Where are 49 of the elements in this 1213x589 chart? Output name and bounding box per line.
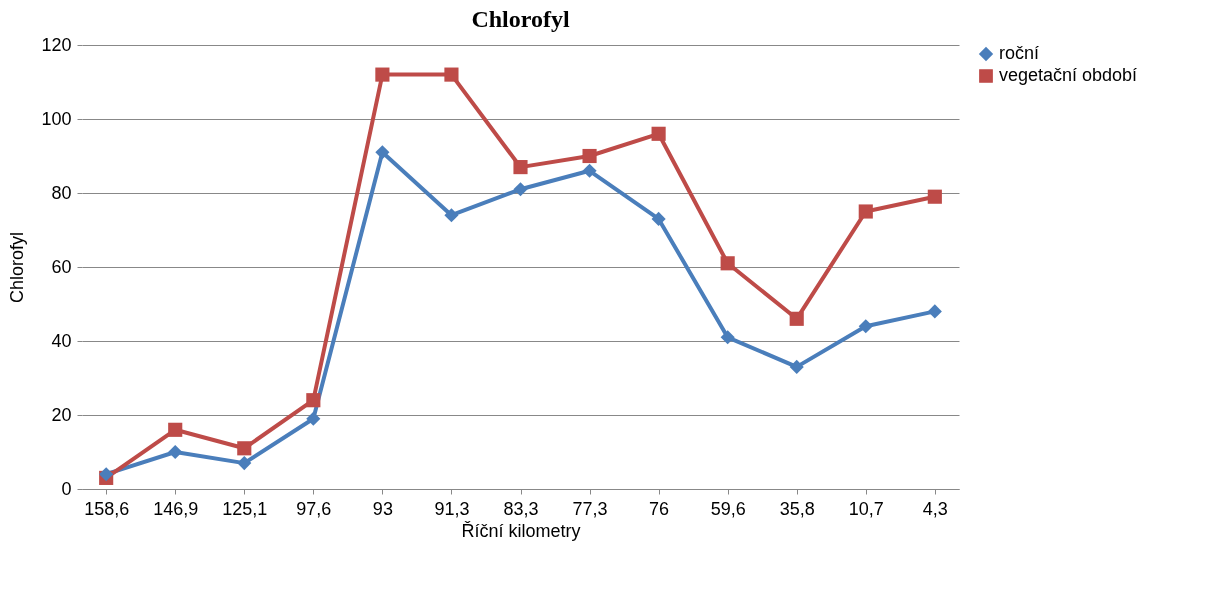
- x-tick-label: 93: [372, 498, 393, 519]
- point: [858, 204, 873, 219]
- point: [858, 319, 873, 334]
- chart-title: Chlorofyl: [471, 6, 570, 32]
- legend-label: roční: [999, 43, 1040, 63]
- y-tick-label: 0: [61, 478, 72, 499]
- y-tick-label: 100: [41, 108, 72, 129]
- point: [306, 393, 321, 408]
- point: [237, 441, 252, 456]
- x-tick-label: 10,7: [848, 498, 884, 519]
- x-tick-label: 146,9: [153, 498, 199, 519]
- point: [237, 456, 252, 471]
- y-tick-label: 80: [51, 182, 72, 203]
- x-axis-title: Říční kilometry: [461, 520, 581, 541]
- x-tick-label: 35,8: [779, 498, 815, 519]
- point: [582, 163, 597, 178]
- point: [513, 160, 528, 175]
- point: [720, 330, 735, 345]
- point: [168, 444, 183, 460]
- x-tick-label: 158,6: [84, 498, 130, 519]
- x-tick-label: 77,3: [572, 498, 608, 519]
- point: [375, 67, 390, 82]
- x-tick-label: 125,1: [222, 498, 268, 519]
- point: [375, 145, 390, 160]
- y-tick-label: 20: [51, 404, 72, 425]
- x-tick-label: 4,3: [922, 498, 948, 519]
- point: [927, 304, 942, 319]
- point: [651, 126, 666, 141]
- point: [720, 256, 735, 271]
- point: [651, 211, 666, 226]
- point: [444, 208, 459, 223]
- point: [513, 182, 528, 197]
- x-tick-label: 76: [649, 498, 670, 519]
- y-tick-label: 60: [51, 256, 72, 277]
- point: [444, 67, 459, 82]
- x-tick-label: 97,6: [296, 498, 332, 519]
- point: [306, 411, 321, 426]
- point: [789, 311, 804, 326]
- x-tick-label: 83,3: [503, 498, 539, 519]
- y-tick-label: 120: [41, 34, 72, 55]
- point: [582, 148, 597, 164]
- y-axis-title: Chlorofyl: [7, 231, 28, 304]
- y-tick-label: 40: [51, 330, 72, 351]
- x-tick-label: 91,3: [434, 498, 470, 519]
- x-tick-label: 59,6: [710, 498, 746, 519]
- point: [789, 359, 804, 374]
- point: [927, 189, 942, 204]
- point: [168, 422, 183, 437]
- legend-label: vegetační období: [999, 65, 1138, 85]
